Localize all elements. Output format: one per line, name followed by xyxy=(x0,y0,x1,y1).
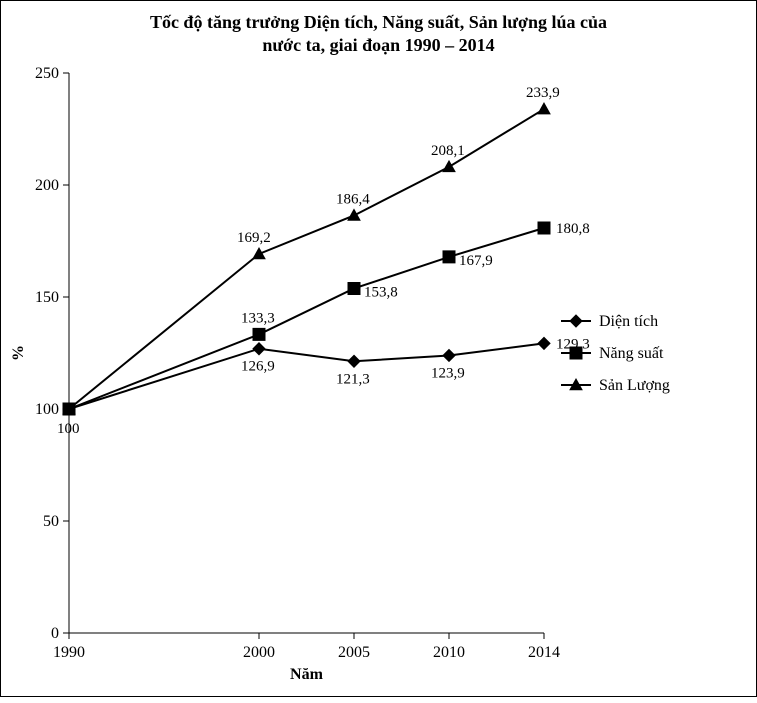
x-axis-label: Năm xyxy=(290,666,324,683)
chart-title: Tốc độ tăng trưởng Diện tích, Năng suất,… xyxy=(1,11,756,58)
legend-label: Diện tích xyxy=(599,313,658,330)
x-tick-label: 2000 xyxy=(243,644,275,661)
data-marker xyxy=(348,355,360,367)
data-label: 186,4 xyxy=(336,191,370,207)
chart-title-line1: Tốc độ tăng trưởng Diện tích, Năng suất,… xyxy=(150,12,607,32)
data-marker xyxy=(348,209,360,220)
data-label: 121,3 xyxy=(336,371,370,387)
y-axis-label: % xyxy=(10,345,27,361)
data-marker xyxy=(538,337,550,349)
legend-marker xyxy=(570,347,582,359)
legend-label: Sản Lượng xyxy=(599,377,670,394)
x-tick-label: 2010 xyxy=(433,644,465,661)
data-label: 233,9 xyxy=(526,85,560,101)
y-tick-label: 0 xyxy=(51,625,59,642)
data-marker xyxy=(253,328,265,340)
y-tick-label: 50 xyxy=(43,513,59,530)
data-marker xyxy=(538,222,550,234)
data-label: 123,9 xyxy=(431,365,465,381)
legend-label: Năng suất xyxy=(599,345,664,362)
data-marker xyxy=(253,248,265,259)
data-marker xyxy=(348,282,360,294)
data-marker xyxy=(443,161,455,172)
data-label: 167,9 xyxy=(459,253,493,269)
data-marker xyxy=(253,343,265,355)
x-tick-label: 2005 xyxy=(338,644,370,661)
data-label: 208,1 xyxy=(431,143,465,159)
x-tick-label: 1990 xyxy=(53,644,85,661)
data-label: 169,2 xyxy=(237,230,271,246)
x-tick-label: 2014 xyxy=(528,644,560,661)
y-tick-label: 100 xyxy=(35,401,59,418)
y-tick-label: 250 xyxy=(35,65,59,82)
chart-svg: 0 50 100 150 200 250 1990 2000 2005 2010 2014% Năm 1… xyxy=(1,1,757,698)
y-tick-label: 150 xyxy=(35,289,59,306)
data-label: 126,9 xyxy=(241,359,275,375)
series-line xyxy=(69,343,544,409)
data-marker xyxy=(538,103,550,114)
data-label: 133,3 xyxy=(241,310,275,326)
data-label: 100 xyxy=(57,421,80,437)
legend-marker xyxy=(570,315,582,327)
y-tick-label: 200 xyxy=(35,177,59,194)
data-marker xyxy=(443,251,455,263)
chart-container: Tốc độ tăng trưởng Diện tích, Năng suất,… xyxy=(0,0,757,697)
chart-title-line2: nước ta, giai đoạn 1990 – 2014 xyxy=(262,35,494,55)
data-label: 180,8 xyxy=(556,221,590,237)
data-marker xyxy=(443,349,455,361)
data-label: 153,8 xyxy=(364,284,398,300)
